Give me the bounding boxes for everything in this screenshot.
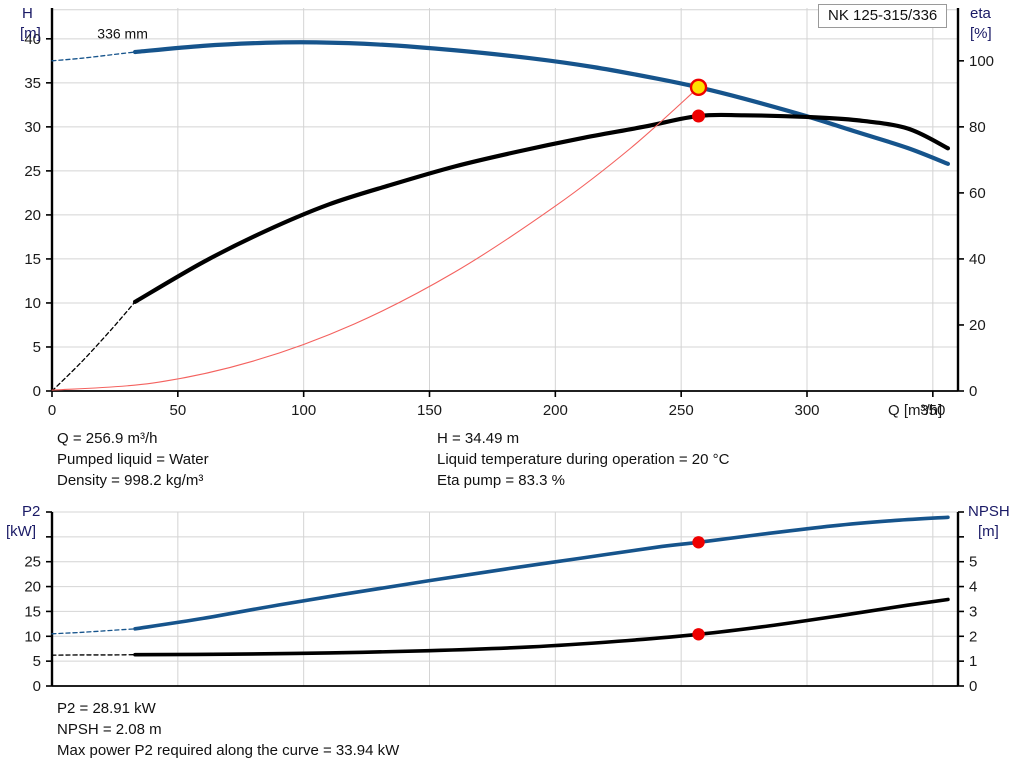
y-tick-label-npsh: 3 <box>969 603 977 620</box>
duty-point-head-marker[interactable] <box>689 78 708 97</box>
y-tick-label-head: 30 <box>24 119 41 136</box>
head-efficiency-chart: 0 5 10 15 20 25 30 35 40 0 20 40 60 80 100 0 50 100 150 200… <box>20 5 994 419</box>
pump-model-label: NK 125-315/336 <box>818 4 948 28</box>
y-tick-label-head: 5 <box>33 339 41 356</box>
top-chart-grid <box>52 8 958 392</box>
y-tick-label-eta: 80 <box>969 119 986 136</box>
axis-title-npsh-unit: [m] <box>978 523 999 540</box>
y-tick-label-npsh: 4 <box>969 579 977 596</box>
axis-title-eta: eta <box>970 5 992 22</box>
y-tick-label-power: 0 <box>33 678 41 695</box>
x-tick-label-flow: 200 <box>543 402 568 419</box>
axis-title-h-unit: [m] <box>20 25 41 42</box>
info-eta-pump: Eta pump = 83.3 % <box>437 472 565 489</box>
curve-shaft-power-p2 <box>133 515 950 631</box>
y-tick-label-npsh: 2 <box>969 628 977 645</box>
y-tick-label-npsh: 1 <box>969 653 977 670</box>
y-tick-label-eta: 40 <box>969 251 986 268</box>
curve-efficiency-eta-extrapolated-low-flow <box>51 301 136 392</box>
y-tick-label-head: 35 <box>24 75 41 92</box>
info-liquid-temperature: Liquid temperature during operation = 20… <box>437 451 730 468</box>
info-pumped-liquid: Pumped liquid = Water <box>57 451 209 468</box>
y-tick-label-power: 20 <box>24 579 41 596</box>
y-tick-label-head: 20 <box>24 207 41 224</box>
curve-shaft-power-p2-extrapolated-low-flow <box>51 628 136 635</box>
y-tick-label-eta: 60 <box>969 185 986 202</box>
x-tick-label-flow: 150 <box>417 402 442 419</box>
curve-efficiency-eta <box>132 112 951 304</box>
axis-title-flow: Q [m³/h] <box>888 402 942 419</box>
y-tick-label-power: 10 <box>24 628 41 645</box>
x-tick-label-flow: 50 <box>169 402 186 419</box>
axis-title-p2: P2 <box>22 503 40 520</box>
info-npsh: NPSH = 2.08 m <box>57 721 162 738</box>
power-npsh-chart: 0 5 10 15 20 25 0 1 2 3 4 5 P2 [kW] NPSH [m] <box>6 503 1010 695</box>
y-tick-label-head: 15 <box>24 251 41 268</box>
duty-point-power-marker[interactable] <box>692 536 705 549</box>
info-h: H = 34.49 m <box>437 430 520 447</box>
axis-title-eta-unit: [%] <box>970 25 992 42</box>
y-tick-label-power: 15 <box>24 603 41 620</box>
info-max-power: Max power P2 required along the curve = … <box>57 742 400 759</box>
impeller-diameter-label: 336 mm <box>97 26 148 42</box>
y-tick-label-eta: 100 <box>969 53 994 70</box>
x-tick-label-flow: 300 <box>794 402 819 419</box>
curve-npsh-required <box>133 597 950 657</box>
y-tick-label-npsh: 0 <box>969 678 977 695</box>
y-tick-label-head: 25 <box>24 163 41 180</box>
y-tick-label-head: 10 <box>24 295 41 312</box>
bottom-chart-grid <box>52 511 958 687</box>
x-tick-label-flow: 100 <box>291 402 316 419</box>
y-tick-label-eta: 0 <box>969 383 977 400</box>
duty-info-left: Q = 256.9 m³/h Pumped liquid = Water Den… <box>57 428 209 491</box>
power-info: P2 = 28.91 kW NPSH = 2.08 m Max power P2… <box>57 698 399 761</box>
duty-info-right: H = 34.49 m Liquid temperature during op… <box>437 428 729 491</box>
curve-head-h-extrapolated-low-flow <box>51 51 136 62</box>
info-p2: P2 = 28.91 kW <box>57 700 156 717</box>
x-tick-label-flow: 0 <box>48 402 56 419</box>
x-tick-label-flow: 250 <box>669 402 694 419</box>
axis-title-npsh: NPSH <box>968 503 1010 520</box>
curve-head-h-336-mm-impeller <box>132 40 951 166</box>
duty-point-eta-marker[interactable] <box>692 109 706 123</box>
curve-system-pipe-characteristic <box>51 86 700 391</box>
y-tick-label-power: 25 <box>24 554 41 571</box>
curve-npsh-required-extrapolated-low-flow <box>51 654 136 656</box>
y-tick-label-power: 5 <box>33 653 41 670</box>
duty-point-npsh-marker[interactable] <box>692 628 705 641</box>
x-tick-label-flow: 350 <box>920 402 945 419</box>
y-tick-label-head: 0 <box>33 383 41 400</box>
axis-title-p2-unit: [kW] <box>6 523 36 540</box>
y-tick-label-head: 40 <box>24 31 41 48</box>
y-tick-label-eta: 20 <box>969 317 986 334</box>
info-q: Q = 256.9 m³/h <box>57 430 158 447</box>
axis-title-h: H <box>22 5 33 22</box>
info-density: Density = 998.2 kg/m³ <box>57 472 204 489</box>
y-tick-label-npsh: 5 <box>969 554 977 571</box>
